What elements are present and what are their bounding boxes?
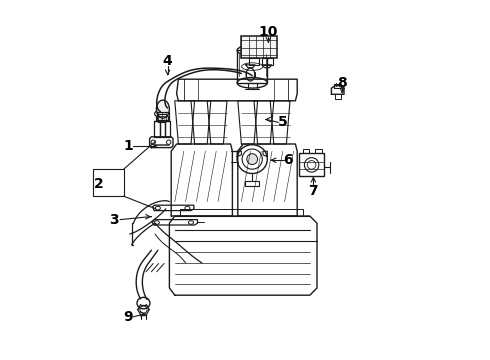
Text: 4: 4: [163, 54, 172, 68]
Bar: [334, 84, 342, 88]
Text: 10: 10: [259, 26, 278, 39]
Text: 1: 1: [123, 139, 133, 153]
Bar: [156, 116, 169, 121]
Text: 6: 6: [283, 153, 293, 167]
Ellipse shape: [156, 100, 170, 118]
Bar: [262, 58, 273, 65]
Bar: [237, 50, 268, 83]
Text: 9: 9: [123, 310, 133, 324]
Text: 3: 3: [109, 213, 119, 226]
Bar: [335, 94, 342, 99]
Bar: [245, 181, 259, 186]
Bar: [315, 149, 321, 153]
Text: 7: 7: [309, 184, 318, 198]
Text: 8: 8: [337, 76, 347, 90]
Bar: [154, 121, 160, 137]
Bar: [242, 36, 277, 58]
Ellipse shape: [247, 154, 258, 165]
Text: 2: 2: [95, 177, 104, 190]
Text: 5: 5: [278, 116, 288, 129]
Bar: [93, 169, 123, 196]
Bar: [303, 149, 309, 153]
Bar: [165, 121, 171, 137]
Bar: [299, 153, 324, 176]
Bar: [160, 121, 165, 137]
Bar: [248, 58, 259, 65]
